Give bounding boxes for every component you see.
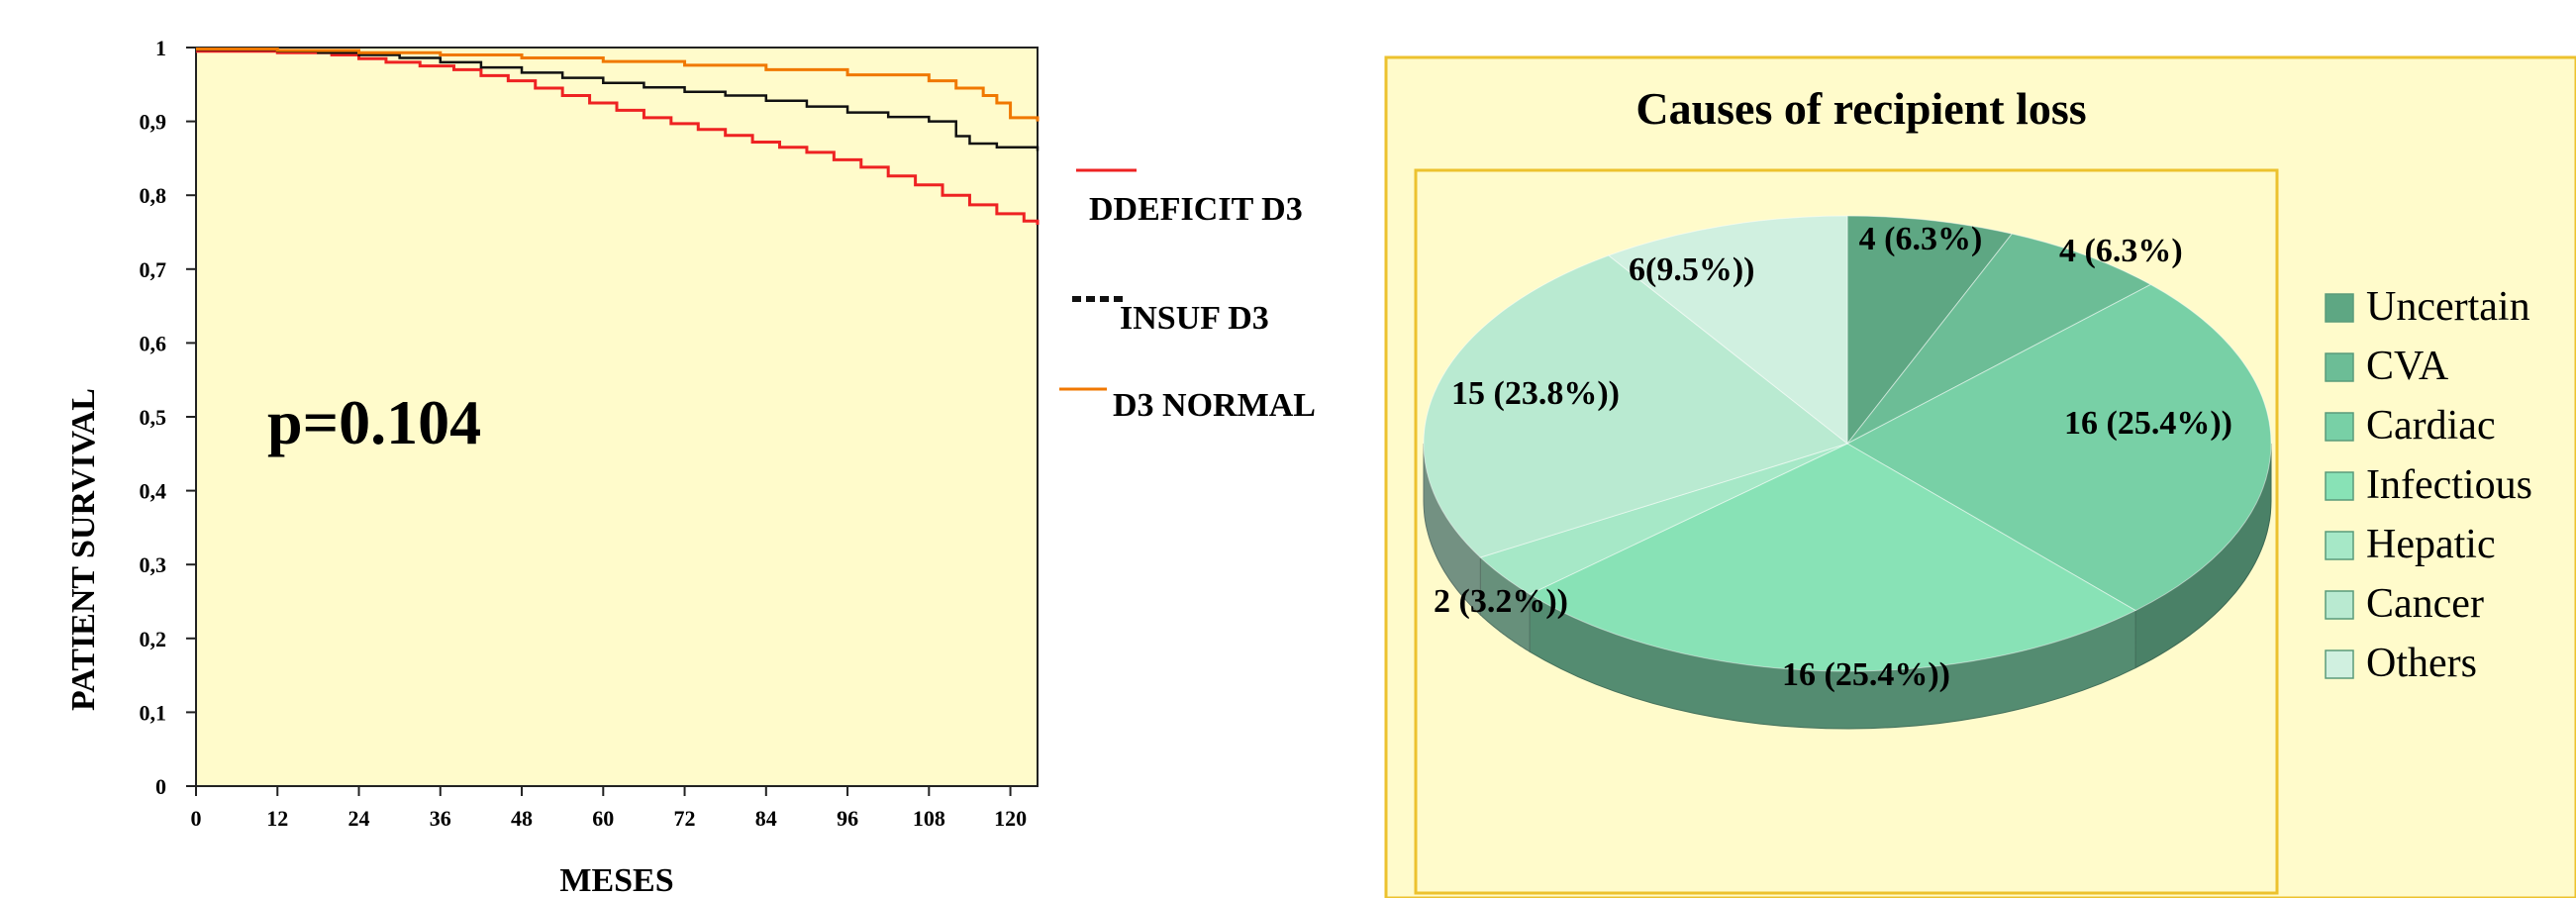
y-tick-label: 0,4 xyxy=(140,479,167,504)
x-tick-label: 72 xyxy=(674,806,696,831)
y-tick-label: 0,5 xyxy=(140,405,167,430)
pie-title: Causes of recipient loss xyxy=(1635,83,2086,134)
pie-legend: Uncertain CVA Cardiac Infectious Hepatic Canc… xyxy=(2325,284,2532,686)
y-tick-label: 0,8 xyxy=(140,183,167,208)
pie-side-wall xyxy=(1423,443,2272,730)
x-tick-label: 48 xyxy=(511,806,533,831)
pie-data-label: 6(9.5%)) xyxy=(1629,251,1754,288)
y-ticks: 0 0,1 0,2 0,3 0,4 0,5 0,6 0,7 0,8 0,9 1 xyxy=(140,36,196,799)
x-tick-label: 0 xyxy=(191,806,202,831)
x-tick-label: 96 xyxy=(837,806,858,831)
x-tick-label: 24 xyxy=(348,806,370,831)
x-ticks: 0 12 24 36 48 60 72 84 96 108 120 xyxy=(191,786,1027,831)
pie-legend-label: Hepatic xyxy=(2366,522,2496,567)
pie-slice-uncertain xyxy=(1846,215,2014,446)
y-tick-label: 0,1 xyxy=(140,700,167,725)
survival-line-3 xyxy=(196,47,1040,122)
pie-data-label: 4 (6.3%) xyxy=(2059,233,2183,269)
y-tick-label: 0,2 xyxy=(140,627,167,651)
pie-data-label: 4 (6.3%) xyxy=(1859,221,1983,257)
survival-line-1 xyxy=(196,50,1040,226)
x-tick-label: 12 xyxy=(266,806,288,831)
pie-legend-swatch xyxy=(2325,531,2354,560)
pie-legend-label: CVA xyxy=(2366,344,2449,389)
pie-legend-swatch xyxy=(2325,293,2354,323)
pie-legend-swatch xyxy=(2325,590,2354,620)
pie-slices xyxy=(1423,215,2272,672)
survival-legend: DDEFICIT D3 INSUF D3 D3 NORMAL xyxy=(1059,168,1316,424)
survival-chart: 0 0,1 0,2 0,3 0,4 0,5 0,6 0,7 0,8 0,9 1 0 12 24 36 48 6… xyxy=(65,36,1316,898)
y-tick-label: 0 xyxy=(155,774,166,799)
x-tick-label: 120 xyxy=(994,806,1027,831)
p-value-annotation: p=0.104 xyxy=(267,387,481,457)
pie-legend-label: Cardiac xyxy=(2366,403,2496,449)
pie-legend-swatch xyxy=(2325,649,2354,679)
pie-slice-cardiac xyxy=(1845,283,2272,612)
legend-label-deficit: DDEFICIT D3 xyxy=(1089,191,1303,228)
y-tick-label: 1 xyxy=(155,36,166,60)
x-tick-label: 60 xyxy=(592,806,614,831)
pie-data-label: 15 (23.8%)) xyxy=(1451,375,1620,412)
y-axis-label: PATIENT SURVIVAL xyxy=(65,388,102,711)
pie-legend-swatch xyxy=(2325,352,2354,382)
pie-legend-swatch xyxy=(2325,471,2354,501)
pie-legend-label: Cancer xyxy=(2366,581,2484,627)
y-tick-label: 0,3 xyxy=(140,552,167,577)
pie-data-label: 16 (25.4%)) xyxy=(1782,656,1950,693)
y-tick-label: 0,7 xyxy=(140,257,167,282)
plot-area xyxy=(195,47,1039,787)
pie-slice-cancer xyxy=(1423,254,1849,558)
pie-legend-swatch xyxy=(2325,412,2354,442)
y-tick-label: 0,6 xyxy=(140,331,167,355)
pie-legend-label: Infectious xyxy=(2366,462,2532,508)
x-tick-label: 108 xyxy=(913,806,945,831)
pie-data-labels: 4 (6.3%) 4 (6.3%) 16 (25.4%)) 16 (25.4%)) 2 … xyxy=(1434,221,2232,693)
legend-label-normal: D3 NORMAL xyxy=(1113,387,1316,424)
survival-line-2 xyxy=(196,48,1040,151)
pie-chart-panel: Causes of recipient loss 4 (6.3%) 4 (6.3%… xyxy=(1384,55,2576,898)
pie-data-label: 2 (3.2%)) xyxy=(1434,583,1568,620)
pie-legend-label: Others xyxy=(2366,641,2477,686)
pie-legend-label: Uncertain xyxy=(2366,284,2530,330)
x-tick-label: 84 xyxy=(755,806,777,831)
y-tick-label: 0,9 xyxy=(140,110,167,135)
x-axis-label: MESES xyxy=(559,862,673,898)
pie-slice-infectious xyxy=(1529,443,2137,672)
pie-slice-others xyxy=(1607,215,1848,446)
x-tick-label: 36 xyxy=(430,806,451,831)
legend-label-insuf: INSUF D3 xyxy=(1120,300,1269,337)
pie-data-label: 16 (25.4%)) xyxy=(2064,405,2232,442)
pie-slice-cva xyxy=(1846,233,2152,445)
survival-series xyxy=(196,47,1040,226)
